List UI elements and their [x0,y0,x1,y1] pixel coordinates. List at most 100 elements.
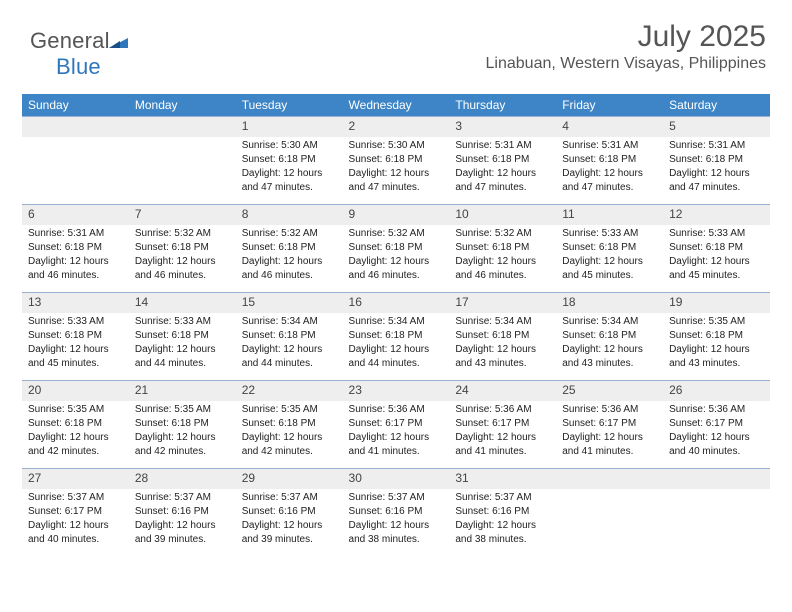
calendar-week-row: 27Sunrise: 5:37 AMSunset: 6:17 PMDayligh… [22,468,770,556]
day-details: Sunrise: 5:33 AMSunset: 6:18 PMDaylight:… [129,313,236,371]
calendar-day-cell: 5Sunrise: 5:31 AMSunset: 6:18 PMDaylight… [663,116,770,204]
sunset-line: Sunset: 6:18 PM [562,153,657,167]
daylight-line: Daylight: 12 hours and 44 minutes. [242,343,337,371]
sunrise-line: Sunrise: 5:31 AM [669,139,764,153]
calendar-week-row: 20Sunrise: 5:35 AMSunset: 6:18 PMDayligh… [22,380,770,468]
sunrise-line: Sunrise: 5:31 AM [28,227,123,241]
daylight-line: Daylight: 12 hours and 39 minutes. [242,519,337,547]
day-number: 26 [663,381,770,401]
sunset-line: Sunset: 6:18 PM [242,241,337,255]
day-number: 30 [343,469,450,489]
day-number: 23 [343,381,450,401]
sunset-line: Sunset: 6:18 PM [242,329,337,343]
daylight-line: Daylight: 12 hours and 44 minutes. [349,343,444,371]
sunrise-line: Sunrise: 5:34 AM [349,315,444,329]
sunset-line: Sunset: 6:18 PM [242,153,337,167]
day-number [129,117,236,137]
day-details: Sunrise: 5:37 AMSunset: 6:16 PMDaylight:… [129,489,236,547]
day-number: 1 [236,117,343,137]
sunrise-line: Sunrise: 5:33 AM [28,315,123,329]
sunrise-line: Sunrise: 5:30 AM [242,139,337,153]
weekday-header: Tuesday [236,94,343,116]
daylight-line: Daylight: 12 hours and 43 minutes. [455,343,550,371]
sunrise-line: Sunrise: 5:31 AM [455,139,550,153]
sunrise-line: Sunrise: 5:35 AM [669,315,764,329]
sunrise-line: Sunrise: 5:36 AM [455,403,550,417]
daylight-line: Daylight: 12 hours and 43 minutes. [669,343,764,371]
day-number: 19 [663,293,770,313]
daylight-line: Daylight: 12 hours and 39 minutes. [135,519,230,547]
day-number: 31 [449,469,556,489]
sunrise-line: Sunrise: 5:37 AM [135,491,230,505]
sunrise-line: Sunrise: 5:36 AM [669,403,764,417]
sunrise-line: Sunrise: 5:36 AM [562,403,657,417]
calendar-day-cell [22,116,129,204]
daylight-line: Daylight: 12 hours and 42 minutes. [135,431,230,459]
day-details: Sunrise: 5:35 AMSunset: 6:18 PMDaylight:… [236,401,343,459]
daylight-line: Daylight: 12 hours and 47 minutes. [242,167,337,195]
day-number: 12 [663,205,770,225]
calendar-day-cell: 27Sunrise: 5:37 AMSunset: 6:17 PMDayligh… [22,468,129,556]
calendar-body: 1Sunrise: 5:30 AMSunset: 6:18 PMDaylight… [22,116,770,556]
weekday-header: Monday [129,94,236,116]
calendar-day-cell: 13Sunrise: 5:33 AMSunset: 6:18 PMDayligh… [22,292,129,380]
calendar-head: SundayMondayTuesdayWednesdayThursdayFrid… [22,94,770,116]
day-details: Sunrise: 5:35 AMSunset: 6:18 PMDaylight:… [129,401,236,459]
day-number: 20 [22,381,129,401]
day-details: Sunrise: 5:34 AMSunset: 6:18 PMDaylight:… [556,313,663,371]
daylight-line: Daylight: 12 hours and 46 minutes. [28,255,123,283]
sunrise-line: Sunrise: 5:37 AM [28,491,123,505]
day-details: Sunrise: 5:36 AMSunset: 6:17 PMDaylight:… [449,401,556,459]
day-number: 9 [343,205,450,225]
day-details: Sunrise: 5:35 AMSunset: 6:18 PMDaylight:… [663,313,770,371]
day-number: 8 [236,205,343,225]
day-number: 10 [449,205,556,225]
sunset-line: Sunset: 6:17 PM [669,417,764,431]
sunrise-line: Sunrise: 5:32 AM [455,227,550,241]
sunset-line: Sunset: 6:18 PM [349,241,444,255]
daylight-line: Daylight: 12 hours and 45 minutes. [28,343,123,371]
sunrise-line: Sunrise: 5:30 AM [349,139,444,153]
daylight-line: Daylight: 12 hours and 42 minutes. [28,431,123,459]
calendar-day-cell: 9Sunrise: 5:32 AMSunset: 6:18 PMDaylight… [343,204,450,292]
sunset-line: Sunset: 6:16 PM [135,505,230,519]
brand-text-a: General [30,28,110,53]
day-number: 14 [129,293,236,313]
sunset-line: Sunset: 6:18 PM [562,241,657,255]
day-details: Sunrise: 5:31 AMSunset: 6:18 PMDaylight:… [22,225,129,283]
day-details: Sunrise: 5:36 AMSunset: 6:17 PMDaylight:… [343,401,450,459]
day-details: Sunrise: 5:31 AMSunset: 6:18 PMDaylight:… [449,137,556,195]
calendar-day-cell: 11Sunrise: 5:33 AMSunset: 6:18 PMDayligh… [556,204,663,292]
day-number: 25 [556,381,663,401]
day-details: Sunrise: 5:36 AMSunset: 6:17 PMDaylight:… [556,401,663,459]
calendar-day-cell: 19Sunrise: 5:35 AMSunset: 6:18 PMDayligh… [663,292,770,380]
day-details: Sunrise: 5:37 AMSunset: 6:17 PMDaylight:… [22,489,129,547]
sunset-line: Sunset: 6:18 PM [562,329,657,343]
sunset-line: Sunset: 6:17 PM [28,505,123,519]
day-details: Sunrise: 5:34 AMSunset: 6:18 PMDaylight:… [236,313,343,371]
calendar-day-cell: 17Sunrise: 5:34 AMSunset: 6:18 PMDayligh… [449,292,556,380]
sunset-line: Sunset: 6:16 PM [455,505,550,519]
day-number: 17 [449,293,556,313]
day-details: Sunrise: 5:33 AMSunset: 6:18 PMDaylight:… [663,225,770,283]
calendar-day-cell [129,116,236,204]
sunset-line: Sunset: 6:16 PM [242,505,337,519]
weekday-header: Saturday [663,94,770,116]
sunset-line: Sunset: 6:18 PM [349,329,444,343]
header-right: July 2025 Linabuan, Western Visayas, Phi… [486,20,766,73]
calendar-day-cell: 6Sunrise: 5:31 AMSunset: 6:18 PMDaylight… [22,204,129,292]
day-number: 11 [556,205,663,225]
daylight-line: Daylight: 12 hours and 42 minutes. [242,431,337,459]
day-details: Sunrise: 5:32 AMSunset: 6:18 PMDaylight:… [449,225,556,283]
day-details: Sunrise: 5:37 AMSunset: 6:16 PMDaylight:… [449,489,556,547]
day-details: Sunrise: 5:37 AMSunset: 6:16 PMDaylight:… [236,489,343,547]
calendar-day-cell: 28Sunrise: 5:37 AMSunset: 6:16 PMDayligh… [129,468,236,556]
sunset-line: Sunset: 6:16 PM [349,505,444,519]
daylight-line: Daylight: 12 hours and 38 minutes. [349,519,444,547]
day-number: 24 [449,381,556,401]
sunset-line: Sunset: 6:18 PM [28,241,123,255]
day-details: Sunrise: 5:33 AMSunset: 6:18 PMDaylight:… [556,225,663,283]
daylight-line: Daylight: 12 hours and 45 minutes. [562,255,657,283]
sunrise-line: Sunrise: 5:34 AM [455,315,550,329]
sunrise-line: Sunrise: 5:35 AM [242,403,337,417]
